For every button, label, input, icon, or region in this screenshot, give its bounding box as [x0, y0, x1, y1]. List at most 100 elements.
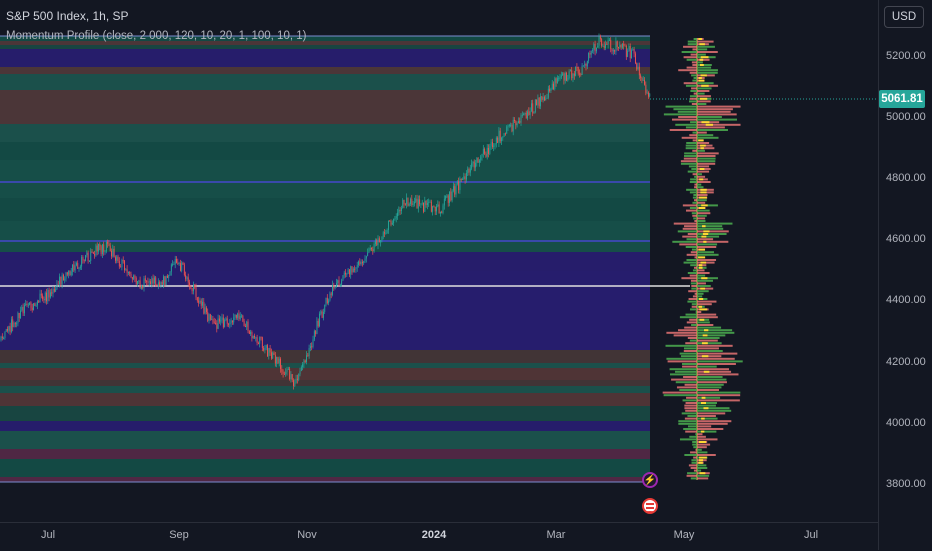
candle-body	[449, 191, 450, 203]
profile-bar	[697, 381, 727, 384]
profile-bar	[690, 178, 697, 181]
candle-body	[641, 77, 643, 81]
chart-area[interactable]	[0, 0, 878, 522]
candle-body	[638, 66, 640, 76]
profile-bar	[697, 103, 707, 105]
candle-body	[152, 278, 154, 284]
candle-body	[429, 201, 431, 203]
candle-body	[25, 303, 27, 306]
profile-bar	[697, 175, 706, 178]
candle-body	[261, 337, 263, 349]
candle-body	[330, 293, 332, 295]
profile-bar	[693, 456, 697, 459]
price-scale[interactable]	[878, 0, 932, 550]
candle-body	[204, 307, 206, 314]
candle-body	[324, 304, 326, 312]
candle-body	[138, 280, 140, 282]
candle-body	[251, 331, 253, 339]
indicator-title[interactable]: Momentum Profile (close, 2 000, 120, 10,…	[6, 30, 307, 42]
candle-body	[125, 269, 127, 271]
candle-body	[430, 201, 432, 212]
profile-bar	[692, 64, 697, 66]
candle-body	[434, 206, 436, 212]
candle-body	[50, 292, 51, 298]
candle-body	[299, 371, 301, 375]
candle-body	[265, 345, 267, 348]
profile-bar	[697, 230, 729, 233]
candle-body	[290, 374, 292, 380]
candle-body	[74, 265, 76, 271]
candle-body	[117, 256, 119, 262]
candle-body	[248, 331, 250, 335]
profile-bar	[685, 147, 697, 150]
candle-body	[21, 306, 23, 311]
candle-body	[323, 311, 324, 318]
candle-body	[388, 220, 389, 231]
candle-body	[169, 271, 171, 276]
candle-body	[172, 264, 174, 266]
profile-bar	[697, 383, 724, 386]
profile-bar	[697, 173, 702, 176]
candle-body	[571, 70, 573, 79]
candle-body	[598, 36, 600, 46]
time-tick: Nov	[297, 529, 317, 541]
candle-body	[163, 276, 164, 285]
candle-body	[607, 40, 609, 45]
price-chart[interactable]	[0, 0, 878, 522]
candle-body	[349, 269, 350, 275]
profile-band	[0, 36, 650, 41]
profile-bar	[681, 51, 697, 53]
profile-bar	[663, 113, 697, 116]
profile-bar	[692, 269, 697, 272]
candle-body	[445, 195, 447, 199]
candle-body	[529, 111, 531, 115]
profile-bar	[685, 84, 697, 87]
price-tick: 4400.00	[886, 294, 926, 306]
symbol-title[interactable]: S&P 500 Index, 1h, SP	[6, 9, 129, 23]
candle-body	[183, 264, 185, 276]
candle-body	[436, 206, 437, 212]
profile-bar	[697, 326, 722, 329]
profile-bar	[697, 126, 725, 129]
candle-body	[515, 121, 517, 126]
candle-body	[87, 252, 89, 262]
time-axis[interactable]	[0, 522, 878, 551]
candle-body	[494, 143, 496, 146]
candle-body	[178, 263, 180, 265]
profile-bar	[697, 217, 706, 220]
profile-bar	[684, 152, 697, 155]
candle-body	[455, 183, 457, 195]
profile-bar	[672, 118, 697, 121]
profile-bar	[683, 82, 697, 85]
profile-band	[0, 45, 650, 49]
profile-bar	[685, 246, 697, 248]
profile-bar	[697, 40, 714, 43]
currency-button[interactable]: USD	[884, 6, 924, 28]
candle-body	[475, 162, 476, 168]
candle-body	[525, 112, 527, 119]
profile-band	[0, 217, 650, 221]
candle-body	[313, 331, 315, 340]
profile-bar	[686, 474, 697, 477]
us-flag-icon[interactable]	[642, 498, 658, 514]
candle-body	[12, 319, 14, 328]
candle-body	[459, 178, 461, 191]
profile-bar	[690, 279, 697, 282]
profile-bar	[684, 383, 697, 386]
candle-body	[255, 337, 257, 339]
profile-bar	[697, 123, 741, 126]
profile-bar	[683, 376, 697, 378]
candle-body	[559, 77, 561, 79]
candle-body	[14, 323, 16, 325]
candle-body	[351, 266, 353, 273]
candle-body	[22, 306, 24, 314]
candle-body	[260, 337, 262, 339]
profile-bar	[690, 282, 697, 285]
candle-body	[128, 272, 129, 274]
candle-body	[520, 115, 522, 123]
candle-body	[224, 320, 226, 328]
lightning-icon[interactable]: ⚡	[642, 472, 658, 488]
profile-bar	[697, 365, 717, 368]
candle-body	[83, 260, 85, 262]
candle-body	[187, 277, 189, 283]
